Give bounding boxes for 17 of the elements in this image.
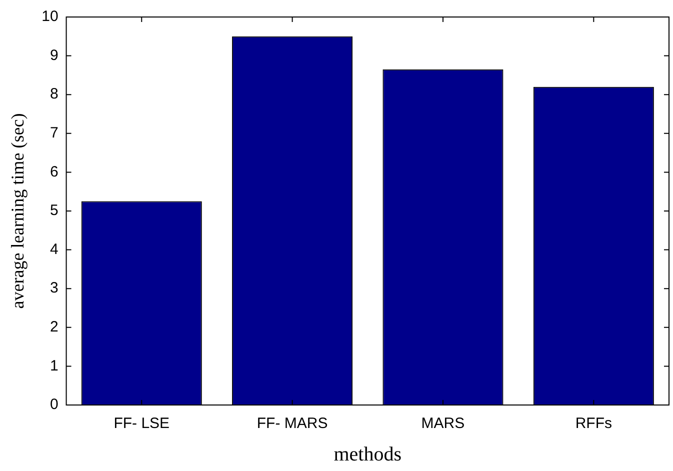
y-tick-label: 3 bbox=[50, 280, 58, 297]
y-tick-label: 8 bbox=[50, 86, 58, 103]
y-tick-label: 1 bbox=[50, 357, 58, 374]
y-tick-label: 9 bbox=[50, 46, 58, 64]
y-tick-label: 2 bbox=[50, 318, 58, 336]
y-tick-label: 10 bbox=[42, 8, 58, 26]
y-tick-label: 6 bbox=[50, 163, 58, 180]
x-tick-label: RFFs bbox=[575, 415, 612, 432]
y-tick-label: 5 bbox=[50, 202, 58, 220]
y-tick-label: 7 bbox=[50, 124, 58, 142]
x-axis-title: methods bbox=[334, 443, 402, 466]
y-tick-label: 4 bbox=[50, 240, 58, 258]
x-tick-label: FF- MARS bbox=[256, 415, 328, 432]
y-tick-label: 0 bbox=[50, 396, 58, 414]
y-axis-title: average learning time (sec) bbox=[8, 113, 28, 309]
x-tick-label: MARS bbox=[421, 415, 465, 432]
x-tick-label: FF- LSE bbox=[114, 415, 170, 432]
